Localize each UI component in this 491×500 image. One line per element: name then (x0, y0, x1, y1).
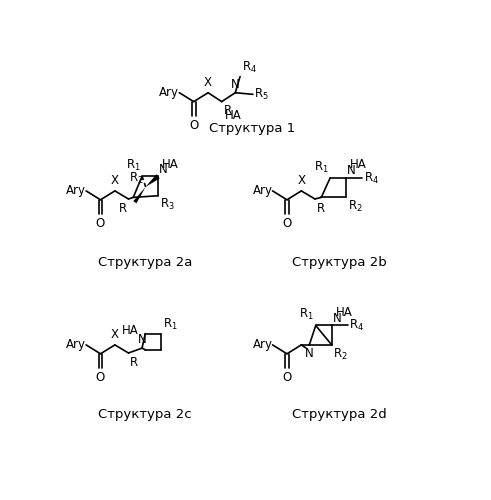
Text: X: X (298, 174, 305, 187)
Text: R: R (224, 104, 232, 117)
Text: R$_1$: R$_1$ (300, 307, 314, 322)
Text: Ary: Ary (252, 338, 273, 351)
Text: Структура 2d: Структура 2d (292, 408, 386, 422)
Text: R$_1$: R$_1$ (126, 158, 140, 173)
Text: X: X (204, 76, 212, 88)
Text: O: O (96, 371, 105, 384)
Text: Структура 2c: Структура 2c (98, 408, 192, 422)
Text: N: N (159, 162, 167, 175)
Text: N: N (231, 78, 240, 91)
Text: O: O (96, 217, 105, 230)
Text: N: N (305, 346, 314, 360)
Text: Ary: Ary (66, 338, 86, 351)
Text: R$_2$: R$_2$ (129, 171, 143, 186)
Text: Структура 2b: Структура 2b (292, 256, 386, 270)
Text: Ary: Ary (252, 184, 273, 198)
Text: O: O (189, 118, 198, 132)
Text: HA: HA (162, 158, 179, 170)
Text: O: O (282, 371, 292, 384)
Text: R$_3$: R$_3$ (160, 198, 174, 212)
Text: Ary: Ary (66, 184, 86, 198)
Text: R: R (317, 202, 325, 215)
Polygon shape (133, 187, 146, 204)
Text: R$_4$: R$_4$ (349, 318, 364, 333)
Text: O: O (282, 217, 292, 230)
Text: X: X (111, 174, 119, 187)
Text: Структура 2a: Структура 2a (98, 256, 192, 270)
Text: R$_4$: R$_4$ (242, 60, 257, 75)
Text: R$_5$: R$_5$ (254, 87, 269, 102)
Text: HA: HA (336, 306, 353, 319)
Text: R: R (119, 202, 127, 215)
Text: HA: HA (122, 324, 139, 337)
Text: R$_1$: R$_1$ (163, 317, 178, 332)
Text: HA: HA (225, 109, 242, 122)
Text: R$_2$: R$_2$ (348, 199, 362, 214)
Text: R$_2$: R$_2$ (333, 346, 348, 362)
Text: Структура 1: Структура 1 (209, 122, 295, 134)
Text: X: X (111, 328, 119, 341)
Text: R$_4$: R$_4$ (364, 170, 379, 186)
Text: R: R (130, 356, 138, 369)
Text: Ary: Ary (160, 86, 179, 99)
Text: N: N (137, 332, 146, 345)
Text: N: N (332, 312, 341, 324)
Polygon shape (146, 174, 160, 187)
Text: R$_1$: R$_1$ (314, 160, 328, 174)
Text: N: N (347, 164, 355, 177)
Text: HA: HA (350, 158, 367, 172)
